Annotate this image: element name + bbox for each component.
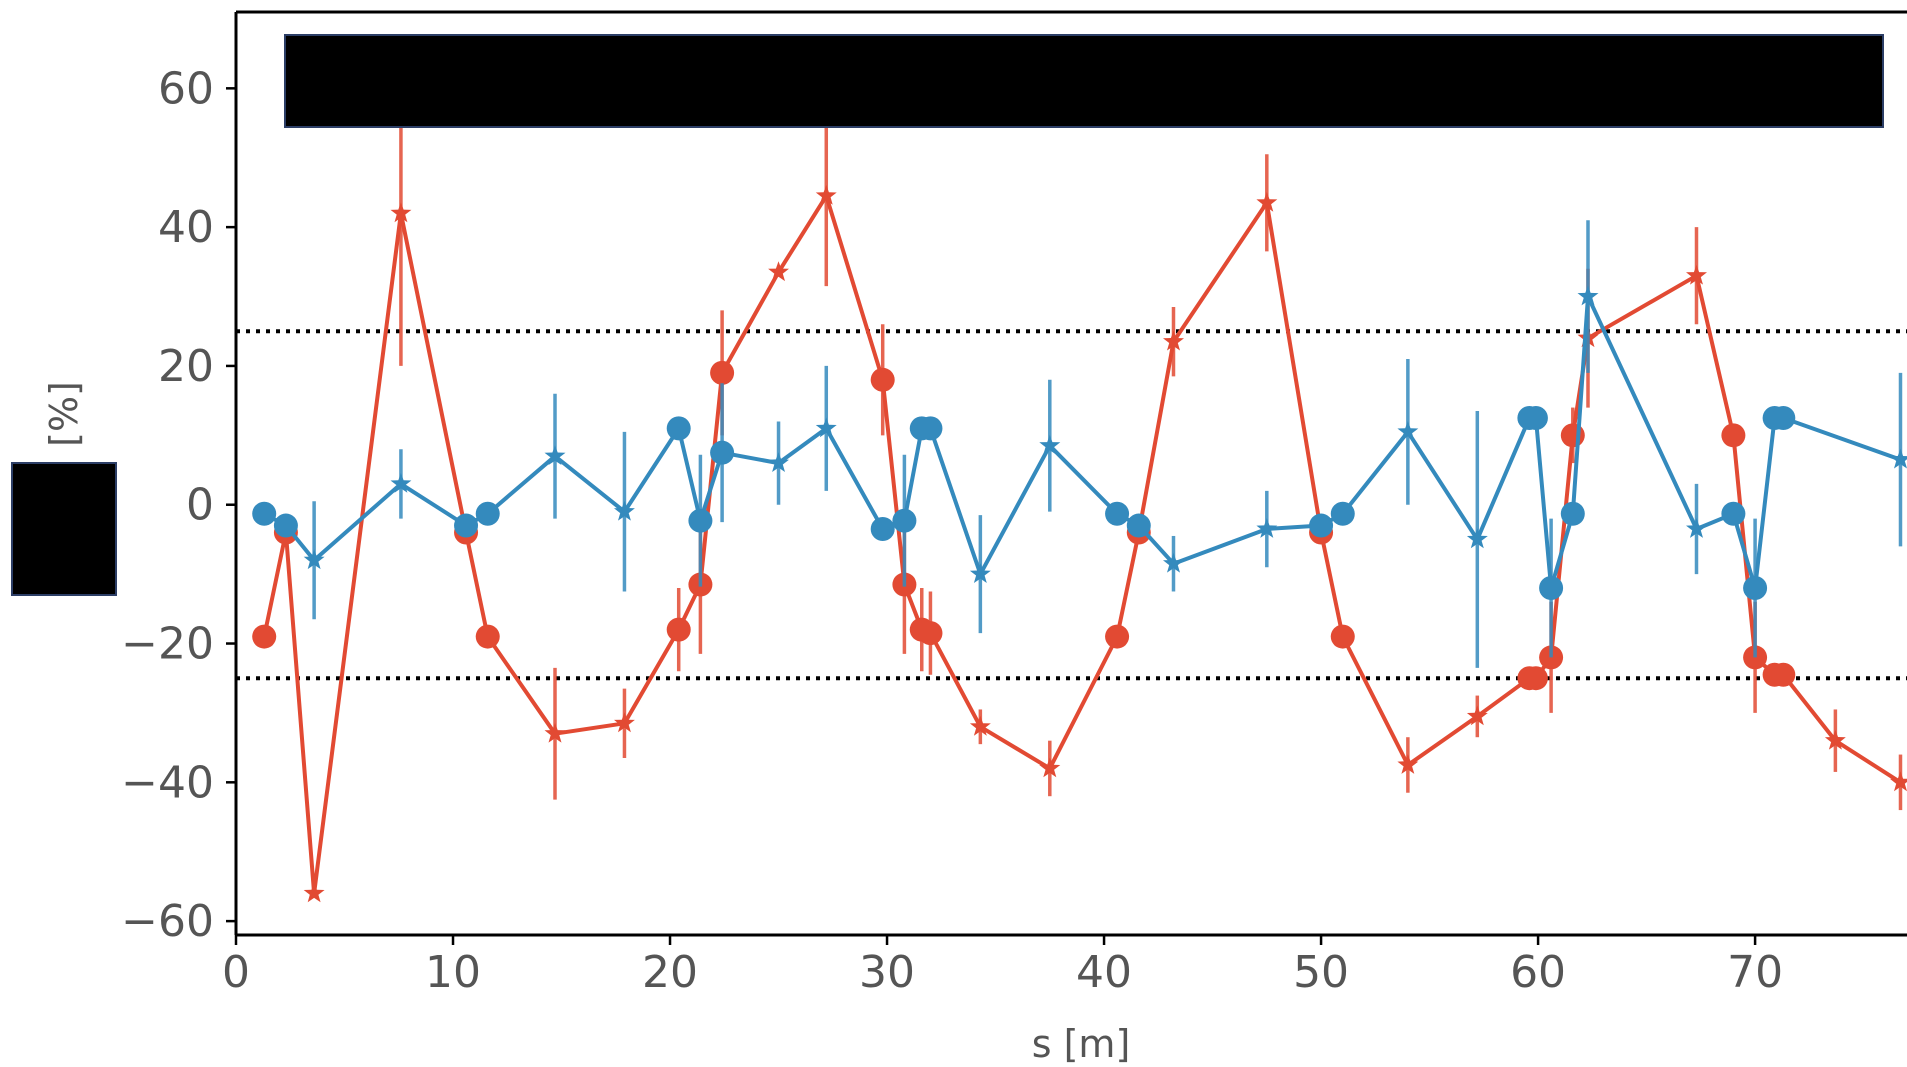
x-tick-label: 20 [642,947,698,998]
series-2-point-35 [1743,576,1768,601]
series-2-point-15 [892,508,917,533]
series-2-point-14 [870,517,895,542]
series-1-point-26 [1397,754,1419,774]
series-1-point-4 [390,202,412,223]
series-1-point-23 [1256,191,1278,212]
series-2-point-13 [815,417,837,438]
y-axis-label: [%] [42,381,86,447]
series-1-point-34 [1721,423,1746,448]
series-2-point-12 [768,452,789,472]
series-2-point-30 [1539,576,1564,601]
series-2-point-22 [1163,552,1184,573]
series-1-point-6 [475,624,500,649]
series-2-point-1 [252,501,277,526]
series-2-point-38 [1890,448,1907,469]
series-1-point-25 [1330,624,1355,649]
ticks-layer: 0 10 20 30 40 50 60 70 −60 −40 −20 0 20 40 60 [121,63,1783,998]
series-2-point-25 [1330,501,1355,526]
series-2-point-37 [1771,405,1796,430]
series-2-point-21 [1126,513,1151,538]
y-tick-label: −60 [121,896,214,947]
series-2-point-5 [454,513,479,538]
x-tick-label: 10 [425,947,481,998]
series-1-point-12 [768,261,789,282]
series-layer [252,60,1907,903]
series-1-point-38 [1824,729,1846,750]
x-tick-label: 60 [1510,947,1566,998]
series-2-point-2 [273,513,298,538]
series-1-point-1 [252,624,277,649]
series-2 [252,220,1907,668]
series-2-line [263,294,1902,590]
series-1-point-7 [544,722,566,743]
series-2-point-24 [1309,513,1334,538]
y-tick-label: 0 [186,480,214,531]
series-1-point-18 [969,715,991,736]
series-1-point-13 [815,184,837,205]
series-1-point-33 [1686,264,1707,285]
series-1-point-3 [303,882,325,903]
x-tick-label: 50 [1293,947,1349,998]
series-1-point-19 [1039,757,1061,778]
series-2-point-23 [1256,518,1278,538]
series-2-point-20 [1105,501,1130,526]
series-1-point-20 [1105,624,1130,649]
series-1-point-14 [870,367,895,392]
x-tick-label: 70 [1727,947,1783,998]
reference-lines [236,329,1907,681]
y-tick-label: −20 [121,619,214,670]
series-2-point-4 [390,472,412,493]
x-tick-label: 40 [1076,947,1132,998]
series-1-point-37 [1771,662,1796,687]
series-1-point-17 [918,621,943,646]
series-1-point-9 [666,617,691,642]
series-1-point-11 [710,360,735,385]
series-2-point-26 [1397,420,1419,441]
x-tick-label: 0 [222,947,250,998]
series-2-point-10 [688,508,713,533]
series-2-point-8 [614,500,635,521]
y-tick-label: 20 [158,341,214,392]
x-axis-label: s [m] [1032,1022,1131,1066]
series-1-point-31 [1560,423,1585,448]
series-2-point-19 [1039,434,1061,455]
series-1-point-27 [1466,705,1488,726]
series-2-point-27 [1466,528,1488,549]
series-2-point-18 [969,563,991,583]
y-tick-label: −40 [121,757,214,808]
legend-redaction [284,34,1884,128]
series-2-point-11 [710,440,735,465]
x-tick-label: 30 [859,947,915,998]
series-2-point-6 [475,501,500,526]
series-1-point-22 [1163,330,1184,351]
y-axis-label-redaction [11,462,117,596]
series-2-point-33 [1686,518,1707,538]
series-1-point-8 [614,712,635,733]
series-2-point-17 [918,416,943,441]
series-2-point-9 [666,416,691,441]
series-2-point-34 [1721,501,1746,526]
y-tick-label: 60 [158,63,214,114]
series-2-point-7 [544,445,566,465]
series-1-point-29 [1523,666,1548,691]
series-1-point-39 [1890,771,1907,792]
series-2-point-31 [1560,501,1585,526]
y-tick-label: 40 [158,202,214,253]
series-2-point-32 [1577,285,1599,306]
series-2-point-3 [303,549,325,570]
series-2-point-29 [1523,405,1548,430]
